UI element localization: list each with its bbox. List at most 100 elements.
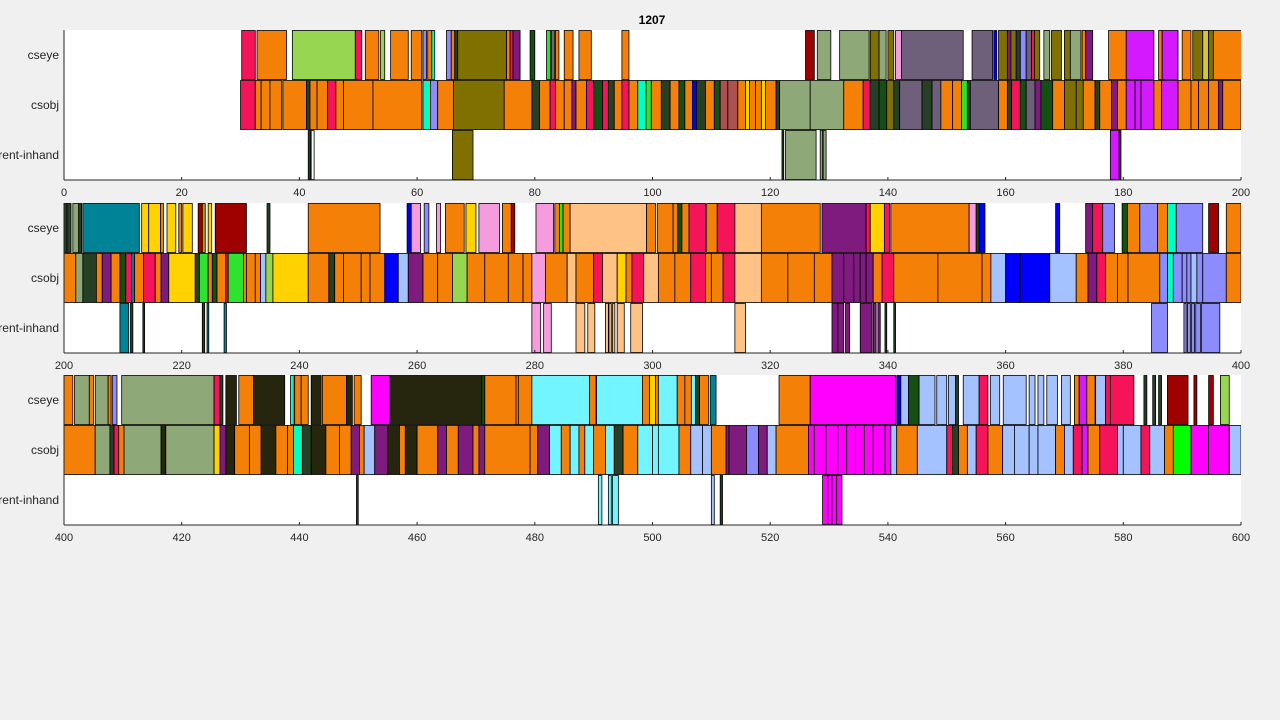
x-tick-label: 300 [643,360,661,372]
segment-cseye [1043,30,1051,80]
segment-cseye [901,30,964,80]
segment-parent-inhand [543,303,552,353]
segment-csobj [881,253,895,303]
segment-csobj [134,253,144,303]
segment-cseye [681,203,690,253]
segment-csobj [64,253,77,303]
row-label-cseye: cseye [28,393,60,407]
segment-cseye [214,203,247,253]
x-tick-label: 180 [1114,187,1132,199]
segment-csobj [813,253,833,303]
segment-parent-inhand [734,303,746,353]
segment-csobj [602,253,618,303]
segment-csobj [387,425,400,475]
x-tick-label: 100 [643,187,661,199]
segment-csobj [1028,425,1039,475]
segment-parent-inhand [859,303,873,353]
segment-csobj [621,80,630,130]
segment-csobj [109,425,115,475]
segment-cseye [225,375,237,425]
segment-cseye [1046,375,1058,425]
segment-csobj [669,80,680,130]
row-label-csobj: csobj [31,98,59,112]
segment-parent-inhand [1109,130,1120,180]
segment-csobj [775,80,781,130]
segment-cseye [410,203,422,253]
segment-cseye [481,375,486,425]
segment-cseye [890,203,970,253]
segment-csobj [555,80,565,130]
segment-cseye [839,30,870,80]
segment-csobj [809,80,845,130]
segment-cseye [380,30,386,80]
segment-cseye [900,375,909,425]
segment-csobj [755,80,762,130]
segment-cseye [512,30,521,80]
segment-cseye [64,375,74,425]
segment-cseye [213,375,221,425]
segment-cseye [1086,375,1096,425]
segment-cseye [816,30,832,80]
segment-csobj [1164,425,1174,475]
x-tick-label: 320 [761,360,779,372]
segment-csobj [1161,80,1179,130]
segment-cseye [878,30,887,80]
segment-cseye [484,375,517,425]
segment-csobj [622,425,639,475]
segment-csobj [584,425,595,475]
segment-cseye [657,375,678,425]
segment-csobj [407,253,424,303]
segment-csobj [1228,425,1241,475]
segment-cseye [517,375,533,425]
segment-csobj [779,80,811,130]
segment-csobj [1202,253,1227,303]
segment-csobj [248,425,262,475]
segment-parent-inhand [836,475,843,525]
segment-cseye [219,375,224,425]
segment-csobj [865,253,874,303]
segment-csobj [160,253,170,303]
segment-csobj [113,425,120,475]
segment-parent-inhand [1201,303,1221,353]
x-tick-label: 580 [1114,532,1132,544]
segment-csobj [1019,80,1027,130]
segment-cseye [1055,203,1061,253]
segment-cseye [968,203,977,253]
segment-csobj [859,253,867,303]
segment-parent-inhand [206,303,210,353]
segment-csobj [507,253,524,303]
segment-csobj [537,425,550,475]
segment-cseye [531,375,590,425]
segment-cseye [422,30,427,80]
segment-csobj [853,253,861,303]
segment-csobj [1111,80,1118,130]
segment-cseye [444,203,465,253]
segment-csobj [787,253,815,303]
segment-parent-inhand [130,303,134,353]
segment-cseye [1010,30,1017,80]
segment-cseye [1181,30,1192,80]
segment-cseye [88,375,94,425]
segment-csobj [607,80,615,130]
segment-cseye [563,30,574,80]
segment-csobj [154,253,162,303]
segment-cseye [1167,203,1177,253]
x-tick-label: 380 [1114,360,1132,372]
segment-parent-inhand [781,130,785,180]
segment-csobj [560,425,571,475]
segment-cseye [506,30,511,80]
segment-csobj [1094,80,1101,130]
segment-csobj [637,80,647,130]
segment-csobj [1196,253,1204,303]
segment-csobj [325,425,340,475]
segment-csobj [1134,80,1142,130]
segment-csobj [430,80,439,130]
segment-csobj [339,425,352,475]
segment-csobj [1125,80,1136,130]
segment-csobj [211,253,218,303]
segment-csobj [605,425,615,475]
segment-csobj [335,80,344,130]
segment-csobj [843,80,864,130]
segment-cseye [887,30,895,80]
segment-csobj [452,253,468,303]
